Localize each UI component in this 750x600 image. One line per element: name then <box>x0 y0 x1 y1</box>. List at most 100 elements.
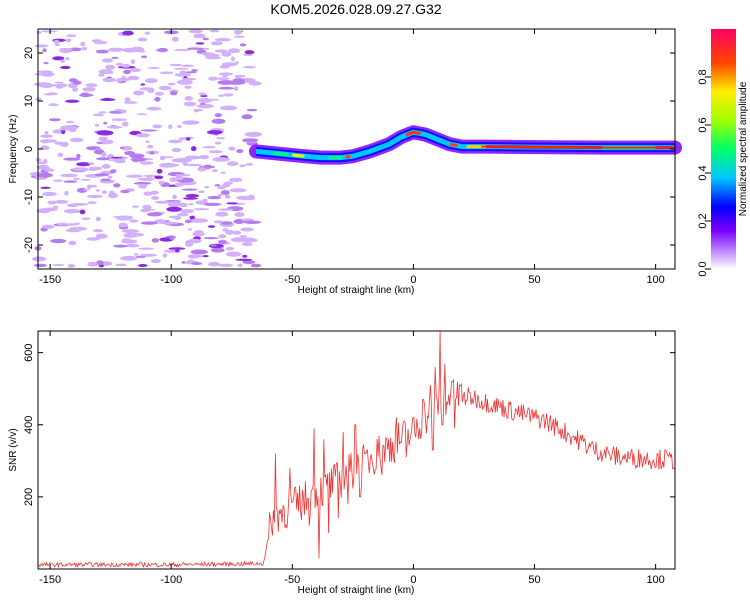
noise-blob <box>186 137 191 141</box>
noise-blob <box>79 209 86 215</box>
noise-blob <box>220 171 226 174</box>
noise-blob <box>225 246 235 251</box>
noise-blob <box>195 42 205 45</box>
noise-blob <box>101 190 107 195</box>
noise-blob <box>218 94 225 97</box>
noise-blob <box>242 138 259 143</box>
noise-blob <box>214 141 222 145</box>
noise-blob <box>149 151 155 155</box>
noise-blob <box>63 209 81 214</box>
noise-blob <box>199 155 210 160</box>
noise-blob <box>54 81 64 84</box>
noise-blob <box>111 118 127 121</box>
noise-blob <box>44 131 49 135</box>
snr-xtick-label: 0 <box>410 574 416 586</box>
noise-blob <box>106 125 123 129</box>
noise-blob <box>95 233 108 239</box>
noise-blob <box>60 65 71 70</box>
noise-blob <box>34 263 47 268</box>
noise-blob <box>143 191 153 196</box>
snr-xtick-label: -100 <box>160 574 182 586</box>
noise-blob <box>158 180 165 185</box>
noise-blob <box>223 93 234 97</box>
noise-blob <box>54 141 66 145</box>
noise-blob <box>153 211 161 216</box>
signal-ridge <box>481 145 675 149</box>
noise-blob <box>121 229 140 234</box>
noise-blob <box>100 178 111 182</box>
noise-blob <box>40 72 55 77</box>
noise-blob <box>80 178 91 181</box>
noise-blob <box>239 235 248 238</box>
signal-peak <box>345 155 351 159</box>
noise-blob <box>202 146 216 149</box>
noise-blob <box>108 111 122 114</box>
noise-blob <box>154 200 170 204</box>
noise-blob <box>133 253 139 256</box>
noise-blob <box>141 88 150 91</box>
noise-blob <box>219 105 238 111</box>
noise-blob <box>72 80 82 85</box>
spectrogram-ytick-label: -10 <box>23 189 35 205</box>
noise-blob <box>193 208 210 211</box>
noise-blob <box>72 87 79 92</box>
spectrogram-noise-region <box>29 29 263 268</box>
noise-blob <box>67 264 76 268</box>
noise-blob <box>53 39 60 44</box>
noise-blob <box>107 175 113 179</box>
noise-blob <box>121 63 131 68</box>
noise-blob <box>203 237 219 240</box>
noise-blob <box>80 41 86 47</box>
noise-blob <box>208 76 218 81</box>
signal-peak <box>405 130 421 137</box>
noise-blob <box>41 30 58 33</box>
colorbar-tick-label: 0.6 <box>697 117 709 132</box>
noise-blob <box>124 97 131 102</box>
noise-blob <box>221 51 232 57</box>
noise-blob <box>151 196 160 200</box>
noise-blob <box>68 47 82 52</box>
noise-blob <box>233 86 239 91</box>
noise-blob <box>168 139 183 144</box>
signal-peak <box>272 151 288 156</box>
colorbar: 0.0 0.2 0.4 0.6 0.8 Normalized spectral ampl… <box>697 29 749 277</box>
noise-blob <box>48 103 59 107</box>
noise-blob <box>234 61 239 64</box>
noise-blob <box>208 150 223 154</box>
noise-blob <box>138 183 148 189</box>
noise-blob <box>212 157 230 162</box>
noise-blob <box>214 113 222 118</box>
noise-blob <box>173 67 190 70</box>
noise-blob <box>229 188 247 193</box>
noise-blob <box>172 194 178 200</box>
noise-blob <box>188 203 194 206</box>
noise-blob <box>52 264 65 266</box>
noise-blob <box>121 121 129 127</box>
noise-blob <box>185 219 192 224</box>
noise-blob <box>43 62 49 65</box>
noise-blob <box>76 153 81 159</box>
noise-blob <box>175 174 191 177</box>
noise-blob <box>95 216 102 222</box>
noise-blob <box>130 157 147 162</box>
snr-ylabel: SNR (v/v) <box>8 428 19 471</box>
noise-blob <box>202 255 209 258</box>
colorbar-label: Normalized spectral amplitude <box>738 81 749 216</box>
noise-blob <box>89 166 103 171</box>
noise-blob <box>94 123 100 127</box>
noise-blob <box>83 188 90 191</box>
noise-blob <box>185 155 202 160</box>
noise-blob <box>169 177 177 183</box>
snr-xlabel: Height of straight line (km) <box>298 585 415 596</box>
noise-blob <box>207 130 223 135</box>
noise-blob <box>119 146 125 149</box>
spectrogram-ylabel: Frequency (Hz) <box>8 115 19 184</box>
noise-blob <box>96 260 104 266</box>
noise-blob <box>201 47 210 50</box>
noise-blob <box>178 202 188 208</box>
noise-blob <box>124 151 136 156</box>
noise-blob <box>73 177 80 181</box>
noise-blob <box>52 205 59 208</box>
noise-blob <box>72 167 89 172</box>
noise-blob <box>40 186 51 189</box>
